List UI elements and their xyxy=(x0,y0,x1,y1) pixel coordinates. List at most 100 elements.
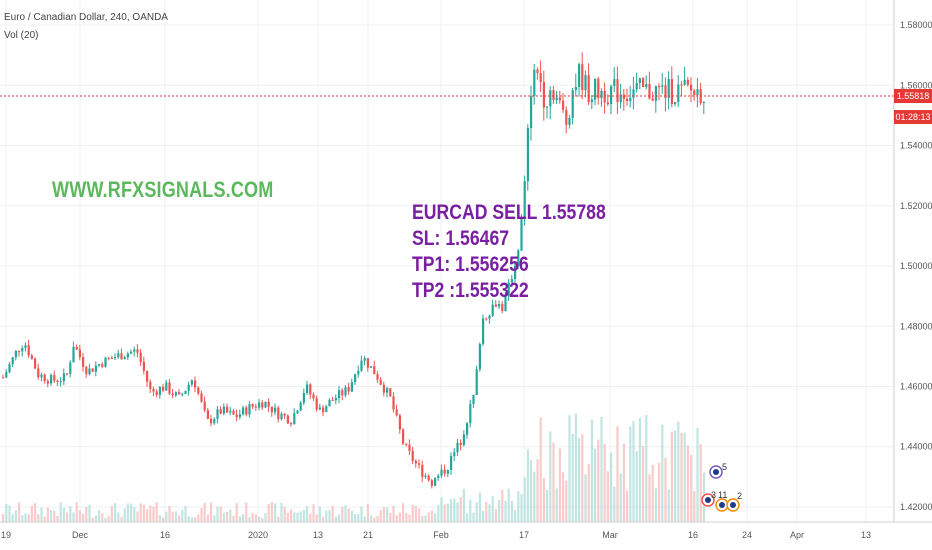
volume-bar xyxy=(62,507,65,522)
candle-body xyxy=(645,84,648,88)
volume-bar xyxy=(306,506,309,522)
candle-body xyxy=(616,79,619,103)
volume-bar xyxy=(562,472,565,522)
candle-body xyxy=(654,85,657,101)
signal-line-sl: SL: 1.56467 xyxy=(412,227,510,250)
volume-bar xyxy=(696,427,699,522)
candle-body xyxy=(306,384,309,394)
candle-body xyxy=(686,79,689,85)
volume-bar xyxy=(171,511,174,522)
candle-body xyxy=(619,94,622,103)
candle-body xyxy=(542,82,545,108)
candle-body xyxy=(248,404,251,415)
price-tick-label: 1.44000 xyxy=(900,442,932,452)
volume-bar xyxy=(674,430,677,522)
candle-body xyxy=(123,357,126,360)
volume-bar xyxy=(491,496,494,522)
volume-bar xyxy=(344,505,347,522)
candle-body xyxy=(21,347,24,352)
candle-body xyxy=(178,392,181,395)
candle-body xyxy=(622,94,625,99)
candle-body xyxy=(136,349,139,353)
volume-bar xyxy=(382,506,385,522)
volume-bar xyxy=(37,514,40,522)
volume-bar xyxy=(206,514,209,522)
volume-bar xyxy=(299,511,302,522)
volume-bar xyxy=(373,517,376,522)
volume-bar xyxy=(216,506,219,522)
candle-body xyxy=(584,75,587,91)
candle-body xyxy=(418,463,421,465)
candle-body xyxy=(590,99,593,103)
candle-body xyxy=(526,128,529,182)
candle-body xyxy=(504,295,507,312)
candle-body xyxy=(274,407,277,413)
candle-body xyxy=(210,418,213,424)
volume-bar xyxy=(178,515,181,522)
volume-bar xyxy=(376,516,379,522)
volume-bar xyxy=(520,494,523,522)
candle-body xyxy=(440,469,443,476)
volume-bar xyxy=(168,506,171,522)
candle-body xyxy=(642,78,645,88)
candle-body xyxy=(69,362,72,374)
time-tick-label: Apr xyxy=(790,530,804,540)
volume-bar xyxy=(24,513,27,522)
time-axis: 19 Dec 16 2020 13 21 Feb 17 Mar 16 24 Apr 13 xyxy=(1,530,871,540)
candle-body xyxy=(91,368,94,372)
volume-bar xyxy=(94,515,97,522)
candle-body xyxy=(270,406,273,413)
volume-bar xyxy=(226,511,229,522)
candle-body xyxy=(184,390,187,394)
volume-bar xyxy=(677,421,680,522)
volume-bar xyxy=(616,426,619,522)
candle-body xyxy=(466,423,469,435)
candle-body xyxy=(648,84,651,99)
volume-bar xyxy=(658,462,661,522)
candle-body xyxy=(514,265,517,280)
candle-body xyxy=(194,380,197,388)
candle-body xyxy=(629,97,632,102)
volume-bar xyxy=(459,496,462,522)
candle-body xyxy=(533,69,536,97)
volume-bar xyxy=(315,514,318,522)
candle-body xyxy=(392,396,395,410)
volume-bar xyxy=(427,512,430,522)
price-axis: 1.58000 1.56000 1.54000 1.52000 1.50000 1.480… xyxy=(900,20,932,512)
time-tick-label: Mar xyxy=(602,530,618,540)
time-tick-label: 16 xyxy=(160,530,170,540)
candle-body xyxy=(43,374,46,382)
volume-bar xyxy=(603,443,606,522)
candle-body xyxy=(405,443,408,445)
signal-line-tp2: TP2 :1.555322 xyxy=(412,279,529,302)
time-tick-label: 24 xyxy=(742,530,752,540)
volume-bar xyxy=(686,445,689,522)
candle-body xyxy=(152,388,155,392)
candle-body xyxy=(62,373,65,382)
candle-body xyxy=(200,393,203,402)
volume-bar xyxy=(283,506,286,522)
candle-body xyxy=(238,414,241,418)
candle-body xyxy=(638,78,641,84)
volume-bar xyxy=(648,474,651,522)
candle-body xyxy=(59,381,62,383)
volume-bar xyxy=(120,516,123,522)
volume-bar xyxy=(482,510,485,522)
candle-body xyxy=(450,456,453,471)
volume-bar xyxy=(75,502,78,522)
candle-body xyxy=(379,379,382,385)
volume-bar xyxy=(110,505,113,522)
volume-bar xyxy=(453,498,456,522)
candle-body xyxy=(258,402,261,408)
volume-bar xyxy=(117,512,120,522)
volume-bar xyxy=(389,512,392,522)
volume-bar xyxy=(2,514,5,522)
volume-bar xyxy=(581,434,584,522)
candle-body xyxy=(18,350,21,352)
volume-bar xyxy=(402,503,405,522)
volume-indicator-label[interactable]: Vol (20) xyxy=(4,30,39,41)
volume-bar xyxy=(8,505,11,522)
volume-bar xyxy=(606,471,609,522)
candle-body xyxy=(702,102,705,104)
